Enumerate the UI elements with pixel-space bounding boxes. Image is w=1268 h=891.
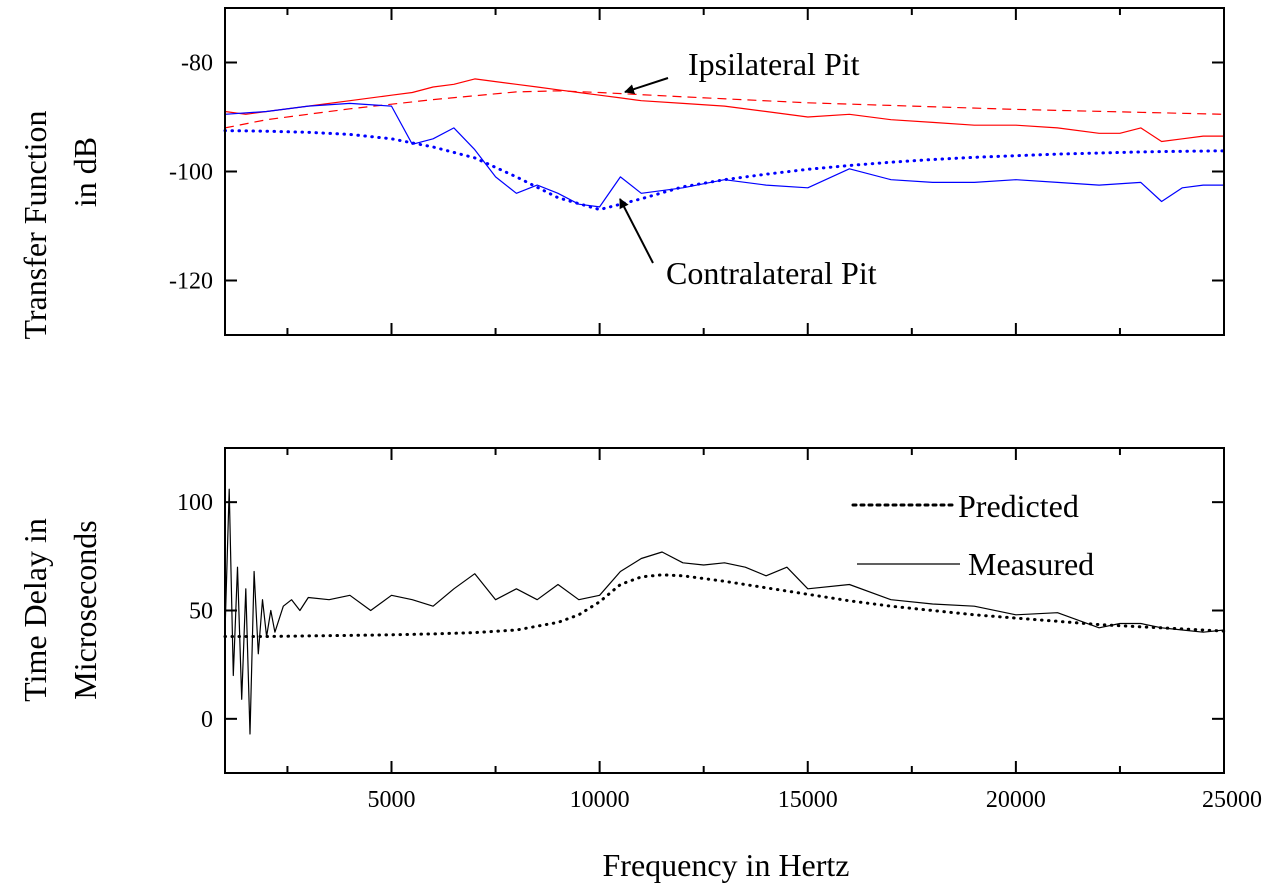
transfer-function-ticks	[225, 8, 1225, 335]
tf-series-solid-0-line	[224, 78, 1224, 143]
time-delay-plot-frame	[224, 447, 1225, 774]
td-y-tick-label-0: 0	[201, 707, 213, 733]
tf-series-solid-2-line	[224, 102, 1224, 208]
tf-y-tick-label--120: -120	[169, 269, 213, 295]
tf-y-tick-label--80: -80	[181, 51, 213, 77]
tf-series-dotted-3-line	[223, 129, 1226, 212]
contralateral-pit-label: Contralateral Pit	[666, 255, 877, 291]
td-x-tick-label-10000: 10000	[570, 787, 630, 813]
top-ylabel-line-1: Transfer Function	[17, 110, 53, 339]
td-x-tick-label-15000: 15000	[778, 787, 838, 813]
time-delay-ticks	[225, 448, 1225, 773]
legend-predicted-label: Predicted	[958, 488, 1079, 524]
time-delay-y-tick-labels: 100 50 0	[177, 490, 213, 733]
ipsilateral-pit-label: Ipsilateral Pit	[688, 46, 860, 82]
td-y-tick-label-50: 50	[189, 599, 213, 625]
td-y-tick-label-100: 100	[177, 490, 213, 516]
transfer-function-panel: -80 -100 -120 Transfer Function in dB Ipsi…	[17, 7, 1226, 340]
td-x-tick-label-20000: 20000	[986, 787, 1046, 813]
transfer-function-y-tick-labels: -80 -100 -120	[169, 51, 213, 295]
contralateral-arrow	[619, 198, 654, 264]
time-delay-panel: 100 50 0 5000 10000 15000 20000 25000 Time Del…	[17, 447, 1263, 813]
bottom-ylabel-line-2: Microseconds	[67, 520, 103, 700]
td-series-measured-line	[224, 488, 1225, 735]
td-x-tick-label-25000: 25000	[1202, 787, 1262, 813]
bottom-ylabel-line-1: Time Delay in	[17, 518, 53, 702]
transfer-function-plot-frame	[224, 7, 1225, 336]
transfer-function-series-group	[223, 78, 1226, 212]
ipsilateral-arrow	[624, 77, 669, 94]
legend-measured-label: Measured	[968, 546, 1094, 582]
tf-y-tick-label--100: -100	[169, 160, 213, 186]
td-series-predicted-line	[223, 573, 1226, 638]
time-delay-x-tick-labels: 5000 10000 15000 20000 25000	[368, 787, 1263, 813]
top-ylabel-line-2: in dB	[67, 137, 103, 207]
tf-series-dashed-1-line	[224, 90, 1225, 129]
td-x-tick-label-5000: 5000	[368, 787, 416, 813]
x-axis-title: Frequency in Hertz	[602, 847, 849, 883]
time-delay-series-group	[223, 488, 1226, 735]
